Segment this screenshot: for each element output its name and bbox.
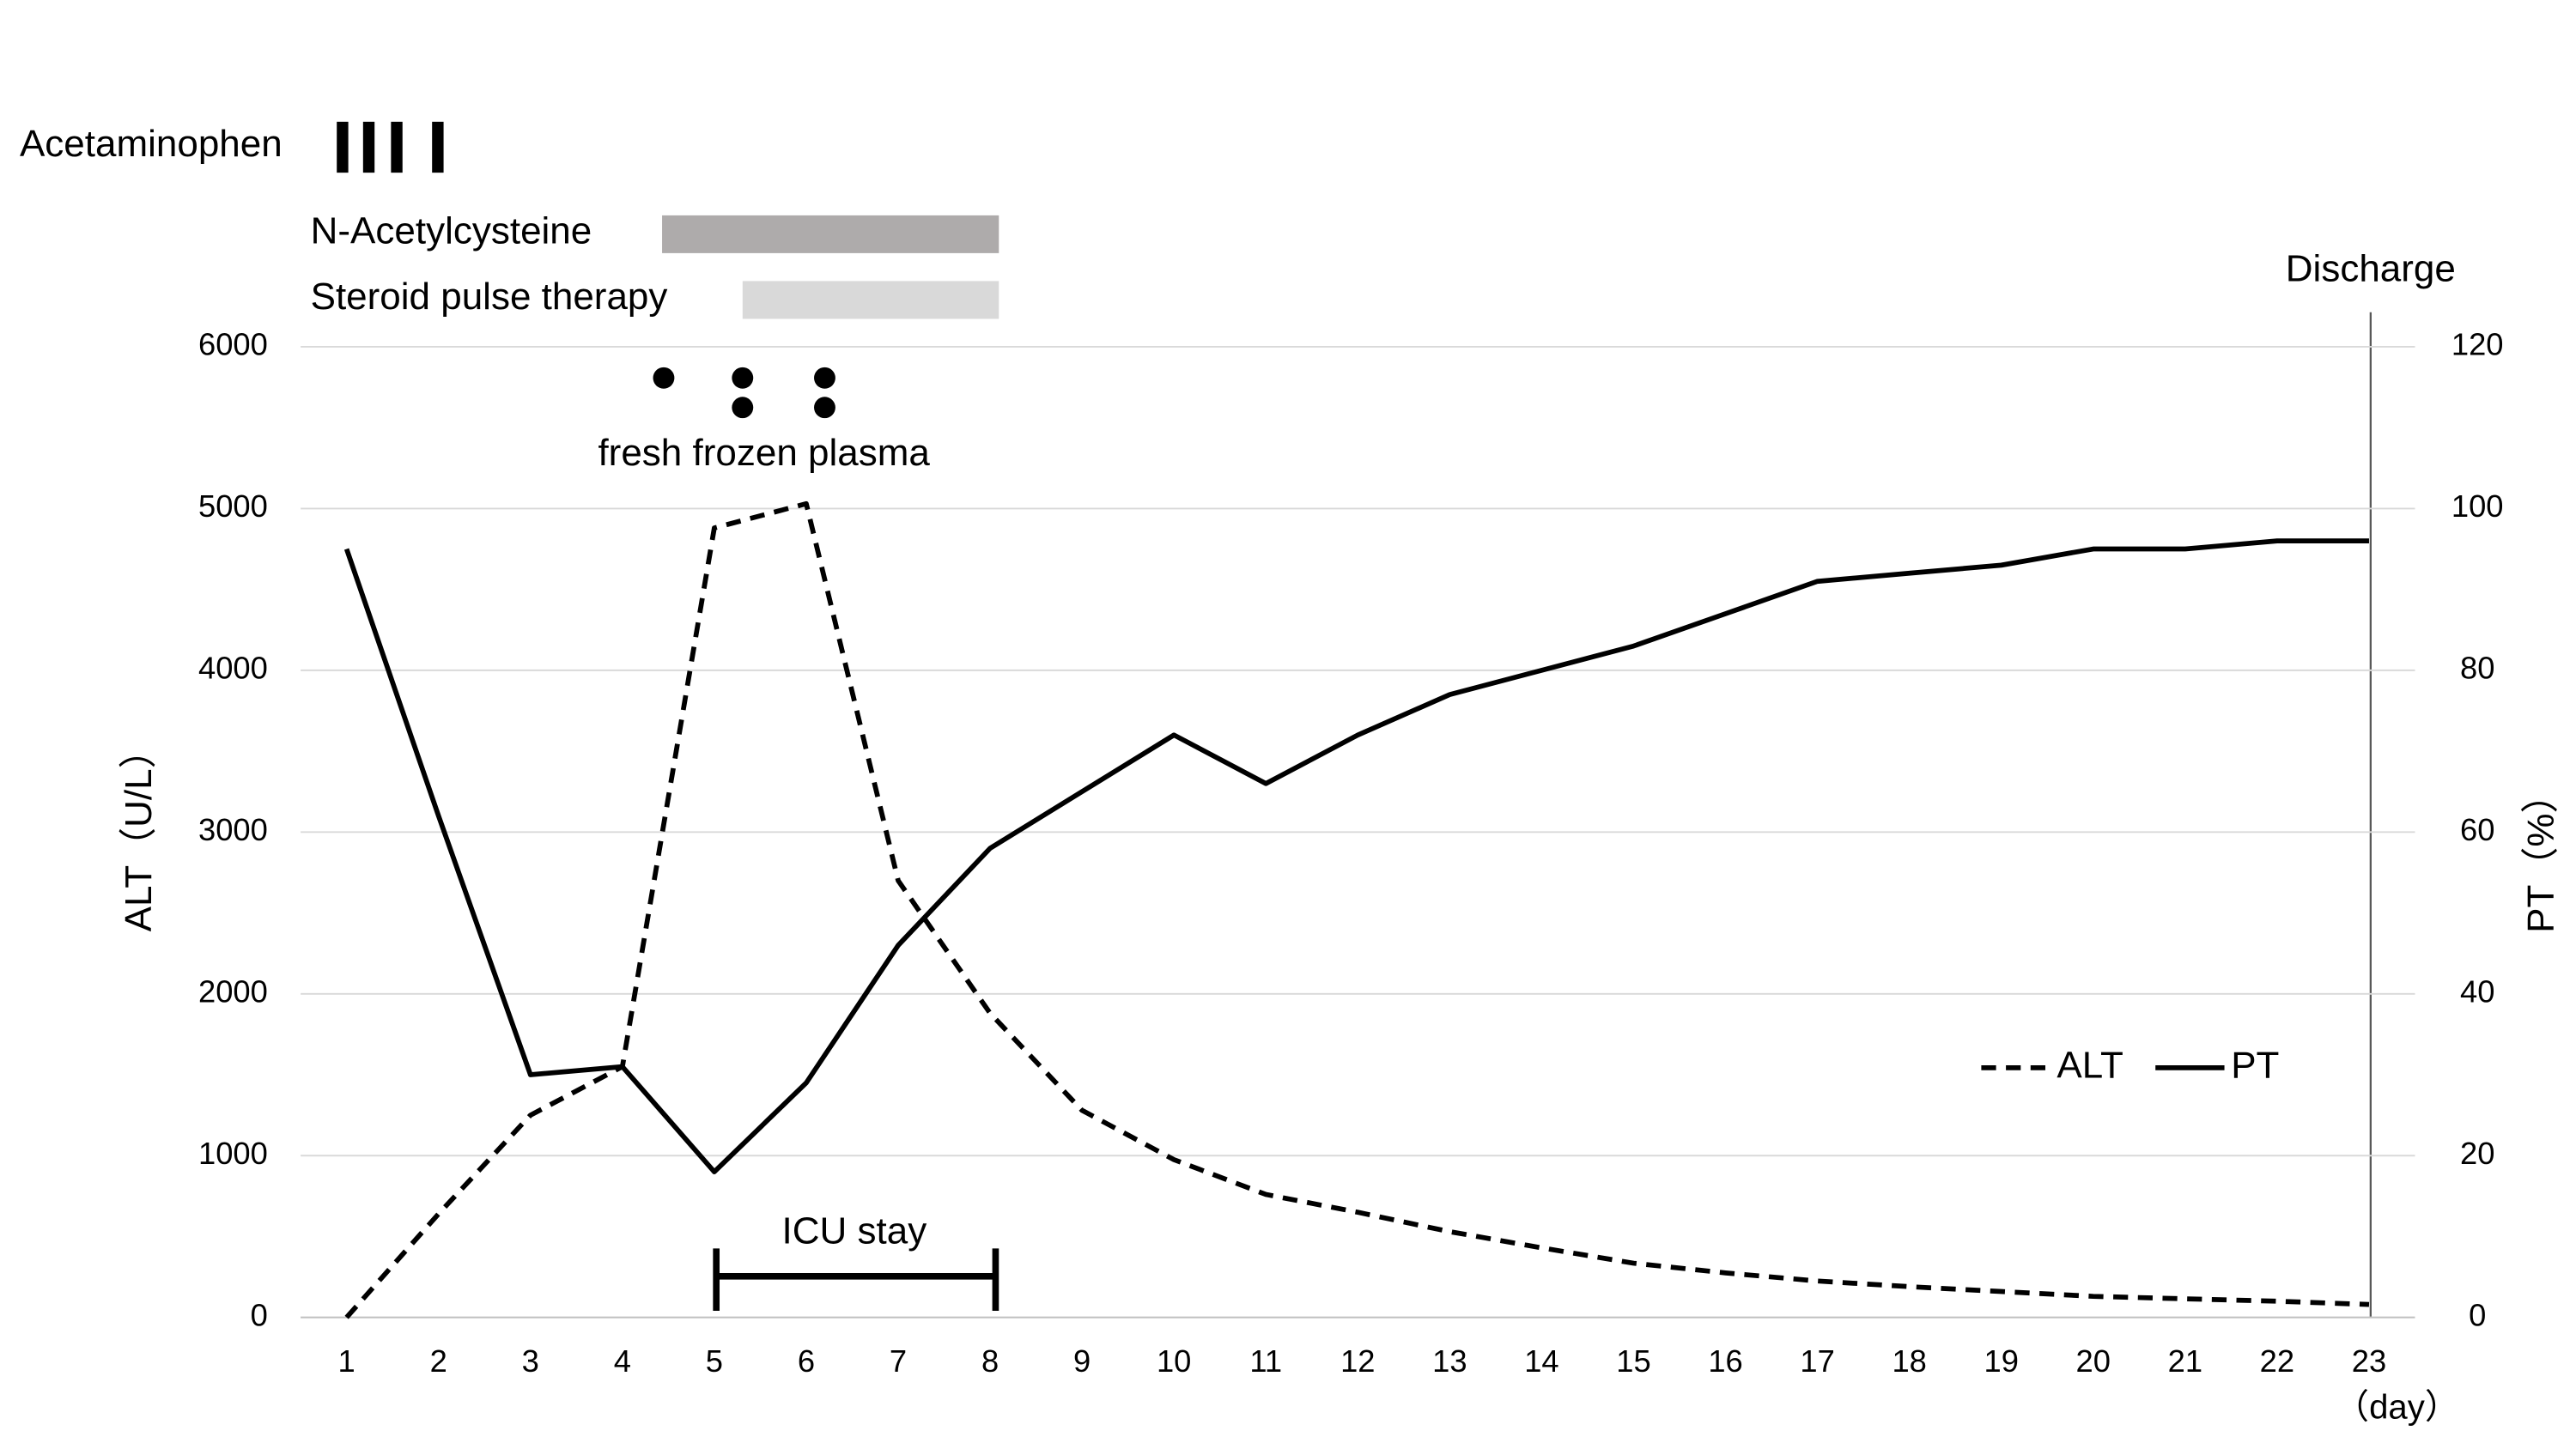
y-tick-label: 4000: [198, 650, 268, 685]
y2-tick-label: 0: [2469, 1297, 2486, 1332]
acetaminophen-label: Acetaminophen: [20, 123, 283, 165]
y2-tick-label: 40: [2460, 973, 2494, 1009]
x-tick-label: 17: [1800, 1343, 1834, 1379]
x-tick-label: 15: [1616, 1343, 1650, 1379]
x-tick-label: 12: [1340, 1343, 1375, 1379]
line-pt: [343, 538, 2369, 1174]
x-tick-label: 20: [2076, 1343, 2111, 1379]
x-tick-label: 2: [430, 1343, 447, 1379]
y-tick-label: 6000: [198, 327, 268, 362]
icu-bracket: [713, 1248, 999, 1312]
x-tick-label: 7: [890, 1343, 907, 1379]
x-tick-label: 5: [706, 1343, 723, 1379]
x-tick-label: 10: [1157, 1343, 1191, 1379]
acetaminophen-marks: [337, 121, 444, 173]
x-tick-label: 18: [1892, 1343, 1926, 1379]
y-axis-label: ALT（U/L）: [118, 731, 160, 931]
legend-label: ALT: [2057, 1044, 2123, 1086]
x-tick-label: 8: [981, 1343, 999, 1379]
x-tick-label: 23: [2352, 1343, 2386, 1379]
x-tick-label: 1: [338, 1343, 355, 1379]
y-tick-label: 3000: [198, 812, 268, 847]
nac-bar: [662, 215, 999, 253]
y-tick-label: 0: [251, 1297, 268, 1332]
x-axis-label: （day）: [2335, 1387, 2459, 1426]
y-tick-label: 5000: [198, 488, 268, 524]
x-tick-label: 14: [1524, 1343, 1558, 1379]
y2-tick-label: 120: [2451, 327, 2504, 362]
x-tick-label: 3: [522, 1343, 539, 1379]
x-tick-label: 13: [1432, 1343, 1467, 1379]
y-tick-label: 2000: [198, 973, 268, 1009]
line-alt: [344, 500, 2370, 1319]
x-tick-label: 6: [798, 1343, 815, 1379]
steroid-label: Steroid pulse therapy: [311, 276, 668, 318]
y-tick-label: 1000: [198, 1136, 268, 1171]
x-tick-label: 11: [1249, 1343, 1282, 1379]
steroid-bar: [742, 281, 999, 319]
icu-label: ICU stay: [782, 1210, 927, 1252]
x-tick-label: 16: [1708, 1343, 1742, 1379]
ffp-label: fresh frozen plasma: [598, 432, 930, 474]
nac-label: N-Acetylcysteine: [311, 210, 592, 252]
x-tick-label: 22: [2260, 1343, 2294, 1379]
y2-tick-label: 60: [2460, 812, 2494, 847]
y2-tick-label: 20: [2460, 1136, 2494, 1171]
ffp-dots: [653, 367, 835, 419]
x-tick-label: 19: [1984, 1343, 2019, 1379]
x-tick-label: 9: [1073, 1343, 1091, 1379]
legend-label: PT: [2231, 1044, 2279, 1086]
x-tick-label: 21: [2168, 1343, 2202, 1379]
y2-tick-label: 100: [2451, 488, 2504, 524]
y2-tick-label: 80: [2460, 650, 2494, 685]
y2-axis-label: PT（%）: [2519, 775, 2561, 932]
discharge-label: Discharge: [2286, 248, 2456, 290]
x-tick-label: 4: [614, 1343, 631, 1379]
